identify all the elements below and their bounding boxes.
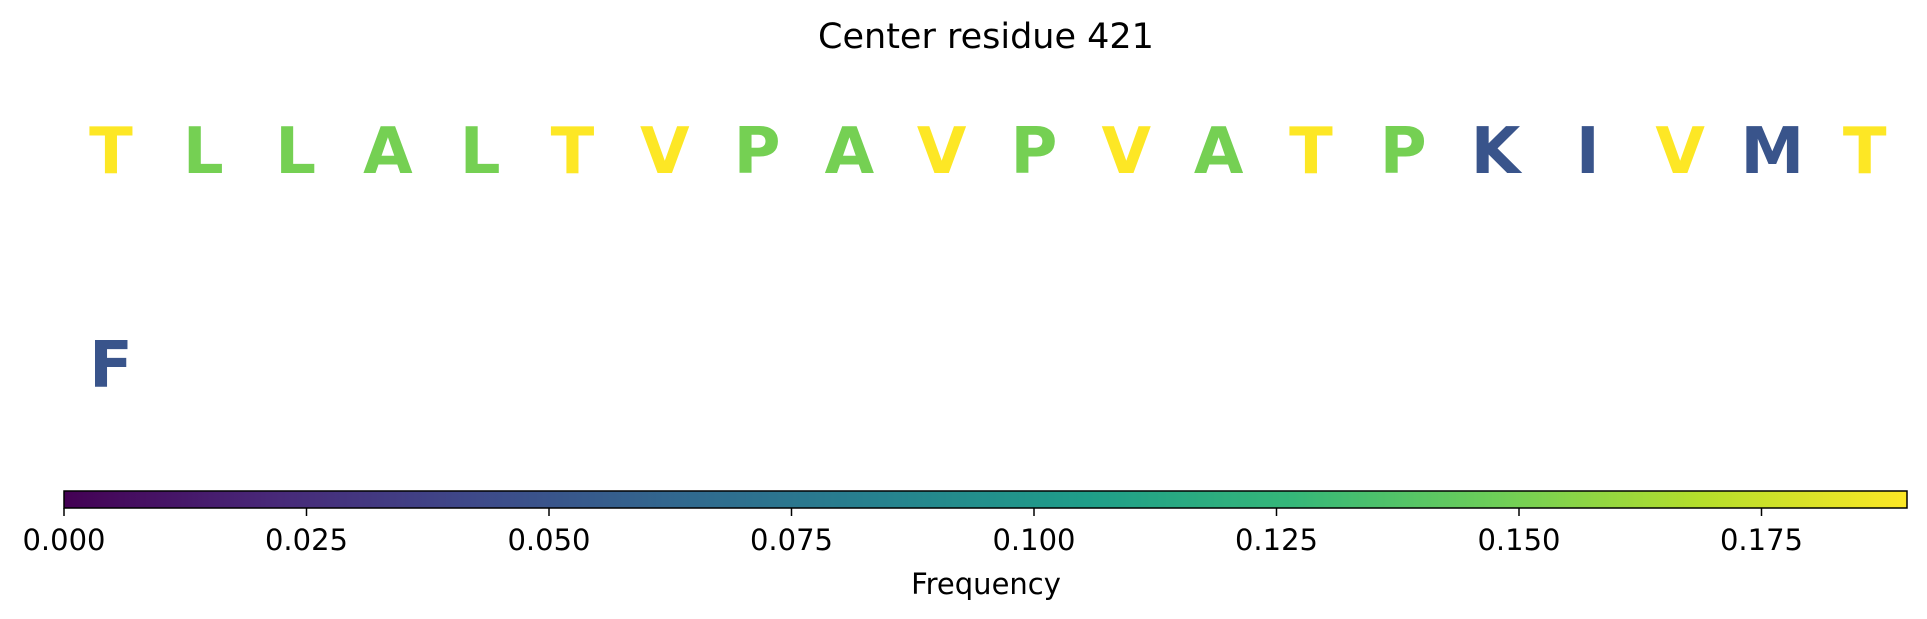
residue-letter: V — [1655, 115, 1705, 189]
residue-letter: L — [183, 115, 224, 189]
residue-letter: V — [640, 115, 690, 189]
colorbar-tick-label: 0.025 — [265, 523, 348, 557]
residue-letter: P — [734, 115, 781, 189]
colorbar — [63, 490, 1908, 509]
residue-letter: P — [1380, 115, 1427, 189]
residue-letter: L — [275, 115, 316, 189]
colorbar-label: Frequency — [911, 567, 1061, 601]
colorbar-tick-label: 0.000 — [22, 523, 105, 557]
colorbar-tick-label: 0.175 — [1720, 523, 1803, 557]
colorbar-tick-label: 0.050 — [507, 523, 590, 557]
residue-letter: A — [1194, 115, 1244, 189]
residue-letter: V — [917, 115, 967, 189]
residue-letter: M — [1741, 115, 1805, 189]
chart-title: Center residue 421 — [818, 17, 1154, 57]
residue-letter: L — [460, 115, 501, 189]
colorbar-ticks: 0.000 0.025 0.050 0.075 0.100 0.125 0.150 0.175 — [22, 508, 1803, 557]
residue-letter: A — [825, 115, 875, 189]
colorbar-tick-label: 0.075 — [750, 523, 833, 557]
residue-letter: T — [551, 115, 595, 189]
residue-layer: T L L A L T V P A V P V A T P K I V M TF — [89, 115, 1887, 403]
colorbar-tick-label: 0.100 — [992, 523, 1075, 557]
colorbar-tick-label: 0.125 — [1235, 523, 1318, 557]
residue-letter: K — [1471, 115, 1523, 189]
colorbar-tick-label: 0.150 — [1477, 523, 1560, 557]
residue-letter: T — [1843, 115, 1887, 189]
residue-letter: A — [363, 115, 413, 189]
residue-letter: T — [89, 115, 133, 189]
residue-letter: P — [1011, 115, 1058, 189]
residue-letter: V — [1102, 115, 1152, 189]
residue-letter: F — [89, 329, 133, 403]
residue-letter: T — [1289, 115, 1333, 189]
residue-letter: I — [1576, 115, 1600, 189]
